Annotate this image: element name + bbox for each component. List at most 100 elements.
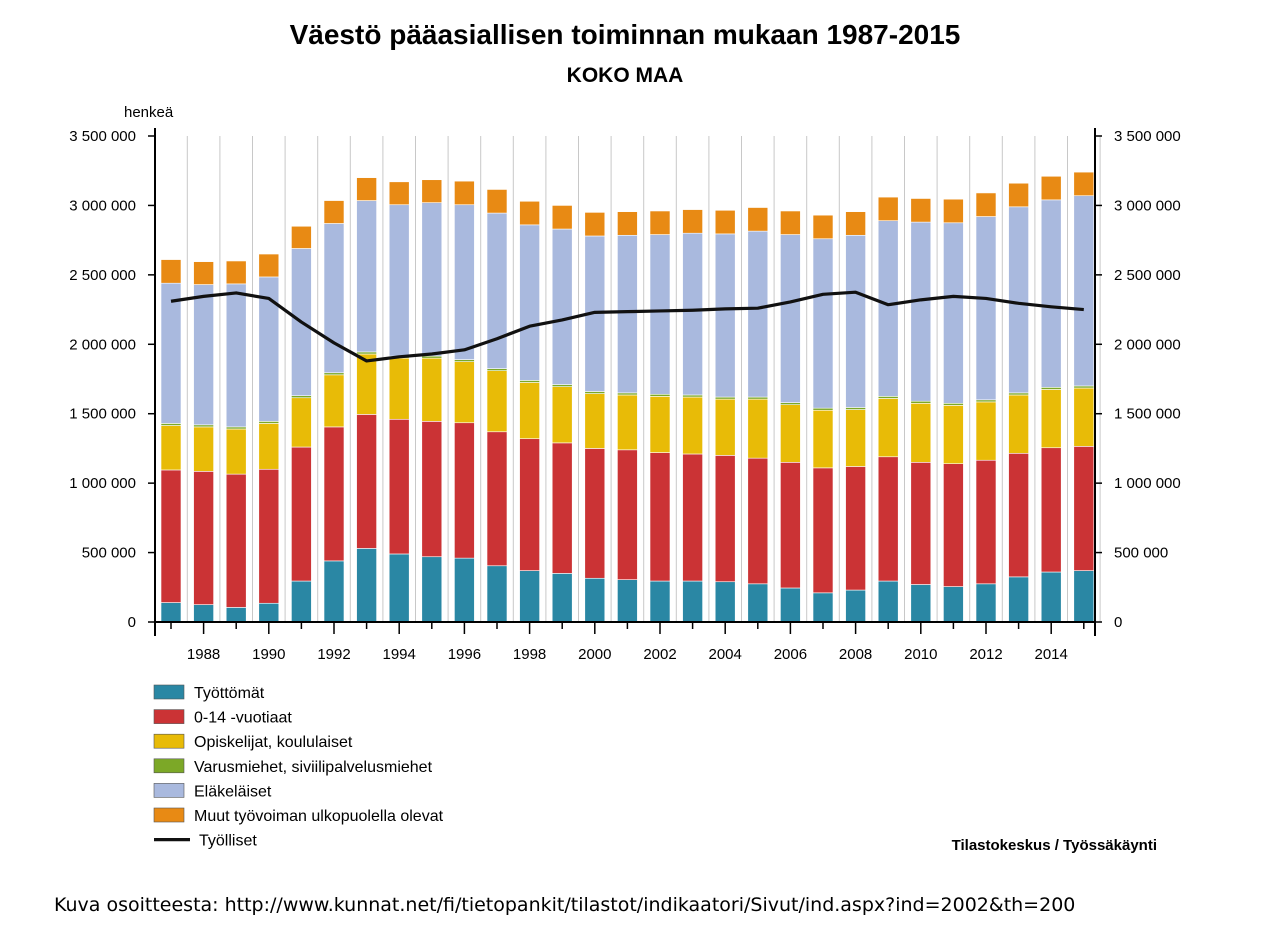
- legend-swatch: [153, 709, 185, 724]
- bar-segment: [845, 409, 866, 467]
- bar-segment: [812, 238, 834, 409]
- bar-segment: [617, 394, 638, 451]
- bar-segment: [486, 565, 508, 623]
- bar-segment: [225, 426, 247, 430]
- bar-segment: [551, 573, 573, 623]
- bar-segment: [845, 589, 866, 623]
- y-tick-label-right: 2 500 000: [1114, 267, 1181, 284]
- bar-segment: [877, 196, 899, 222]
- bar-segment: [943, 402, 964, 406]
- bar-segment: [225, 473, 247, 608]
- bar-segment: [225, 283, 247, 428]
- bar-segment: [519, 382, 540, 440]
- bar-segment: [943, 222, 964, 404]
- bar-segment: [225, 428, 247, 475]
- bar-segment: [1073, 387, 1095, 447]
- bar-segment: [1073, 385, 1095, 389]
- bar-segment: [388, 553, 410, 623]
- bar-segment: [454, 557, 475, 623]
- bar-segment: [747, 583, 769, 623]
- bar-segment: [780, 587, 801, 623]
- bar-segment: [714, 581, 736, 623]
- bar-segment: [747, 396, 769, 400]
- bar-segment: [160, 259, 182, 284]
- bar-segment: [682, 580, 703, 623]
- bar-segment: [356, 414, 377, 549]
- bar-segment: [1008, 182, 1029, 208]
- bar-segment: [877, 398, 899, 458]
- bar-segment: [649, 580, 671, 623]
- bar-segment: [519, 438, 540, 571]
- bar-segment: [193, 261, 214, 285]
- bar-segment: [780, 210, 801, 235]
- bar-segment: [356, 353, 377, 415]
- bar-segment: [160, 469, 182, 603]
- bar-segment: [519, 380, 540, 383]
- bar-segment: [421, 357, 443, 422]
- y-tick-label-left: 2 000 000: [69, 336, 136, 353]
- bar-segment: [291, 397, 312, 448]
- bar-segment: [812, 407, 834, 411]
- bar-segment: [421, 421, 443, 558]
- bar-segment: [649, 393, 671, 397]
- x-tick-label: 1998: [513, 646, 546, 663]
- bar-segment: [714, 396, 736, 400]
- bar-segment: [1040, 175, 1062, 201]
- bar-segment: [877, 456, 899, 582]
- x-tick-label: 1992: [317, 646, 350, 663]
- legend-swatch: [153, 733, 185, 749]
- bar-segment: [551, 442, 573, 574]
- bar-segment: [812, 214, 834, 240]
- bar-segment: [812, 592, 834, 623]
- employed-line: [170, 290, 1084, 363]
- bar-segment: [486, 368, 508, 371]
- x-tick-label: 2014: [1035, 646, 1068, 663]
- bar-segment: [291, 446, 312, 582]
- bar-segment: [323, 200, 345, 224]
- bar-segment: [747, 457, 769, 585]
- bar-segment: [160, 423, 182, 426]
- bar-segment: [1040, 571, 1062, 623]
- bar-segment: [160, 602, 182, 623]
- bar-segment: [388, 357, 410, 420]
- legend-label: Varusmiehet, siviilipalvelusmiehet: [194, 759, 433, 776]
- bar-segment: [454, 204, 475, 360]
- bar-segment: [225, 607, 247, 623]
- bar-segment: [780, 462, 801, 589]
- bar-segment: [323, 372, 345, 376]
- bar-segment: [323, 560, 345, 623]
- x-tick-label: 2004: [709, 646, 742, 663]
- bar-segment: [421, 355, 443, 359]
- bar-segment: [1008, 452, 1029, 578]
- bar-segment: [943, 463, 964, 587]
- bar-segment: [617, 234, 638, 394]
- bar-segment: [356, 548, 377, 623]
- axes: 0 0 500 000 500 000 1 000 000 1 000 000 1 500 …: [69, 128, 1181, 663]
- x-tick-label: 1990: [252, 646, 285, 663]
- bar-segment: [780, 402, 801, 405]
- bar-segment: [714, 455, 736, 583]
- bar-segment: [845, 211, 866, 236]
- y-tick-label-right: 500 000: [1114, 545, 1168, 562]
- bar-segment: [258, 421, 280, 424]
- y-tick-label-left: 3 000 000: [69, 197, 136, 214]
- y-tick-label-left: 0: [128, 614, 136, 631]
- bar-segment: [975, 401, 997, 461]
- bar-segment: [486, 189, 508, 214]
- bar-segment: [1008, 576, 1029, 623]
- bar-segment: [910, 462, 932, 585]
- bar-segment: [258, 423, 280, 470]
- bar-segment: [747, 207, 769, 232]
- bar-segment: [943, 198, 964, 224]
- bar-segment: [160, 425, 182, 471]
- legend-swatch: [153, 807, 185, 823]
- bar-segment: [1040, 389, 1062, 449]
- y-tick-label-left: 1 000 000: [69, 475, 136, 492]
- bar-segment: [975, 192, 997, 217]
- bar-segment: [747, 398, 769, 459]
- bar-segment: [258, 468, 280, 604]
- bar-segment: [291, 225, 312, 249]
- bar-segment: [584, 393, 606, 449]
- bar-segment: [975, 216, 997, 401]
- bar-segment: [486, 212, 508, 369]
